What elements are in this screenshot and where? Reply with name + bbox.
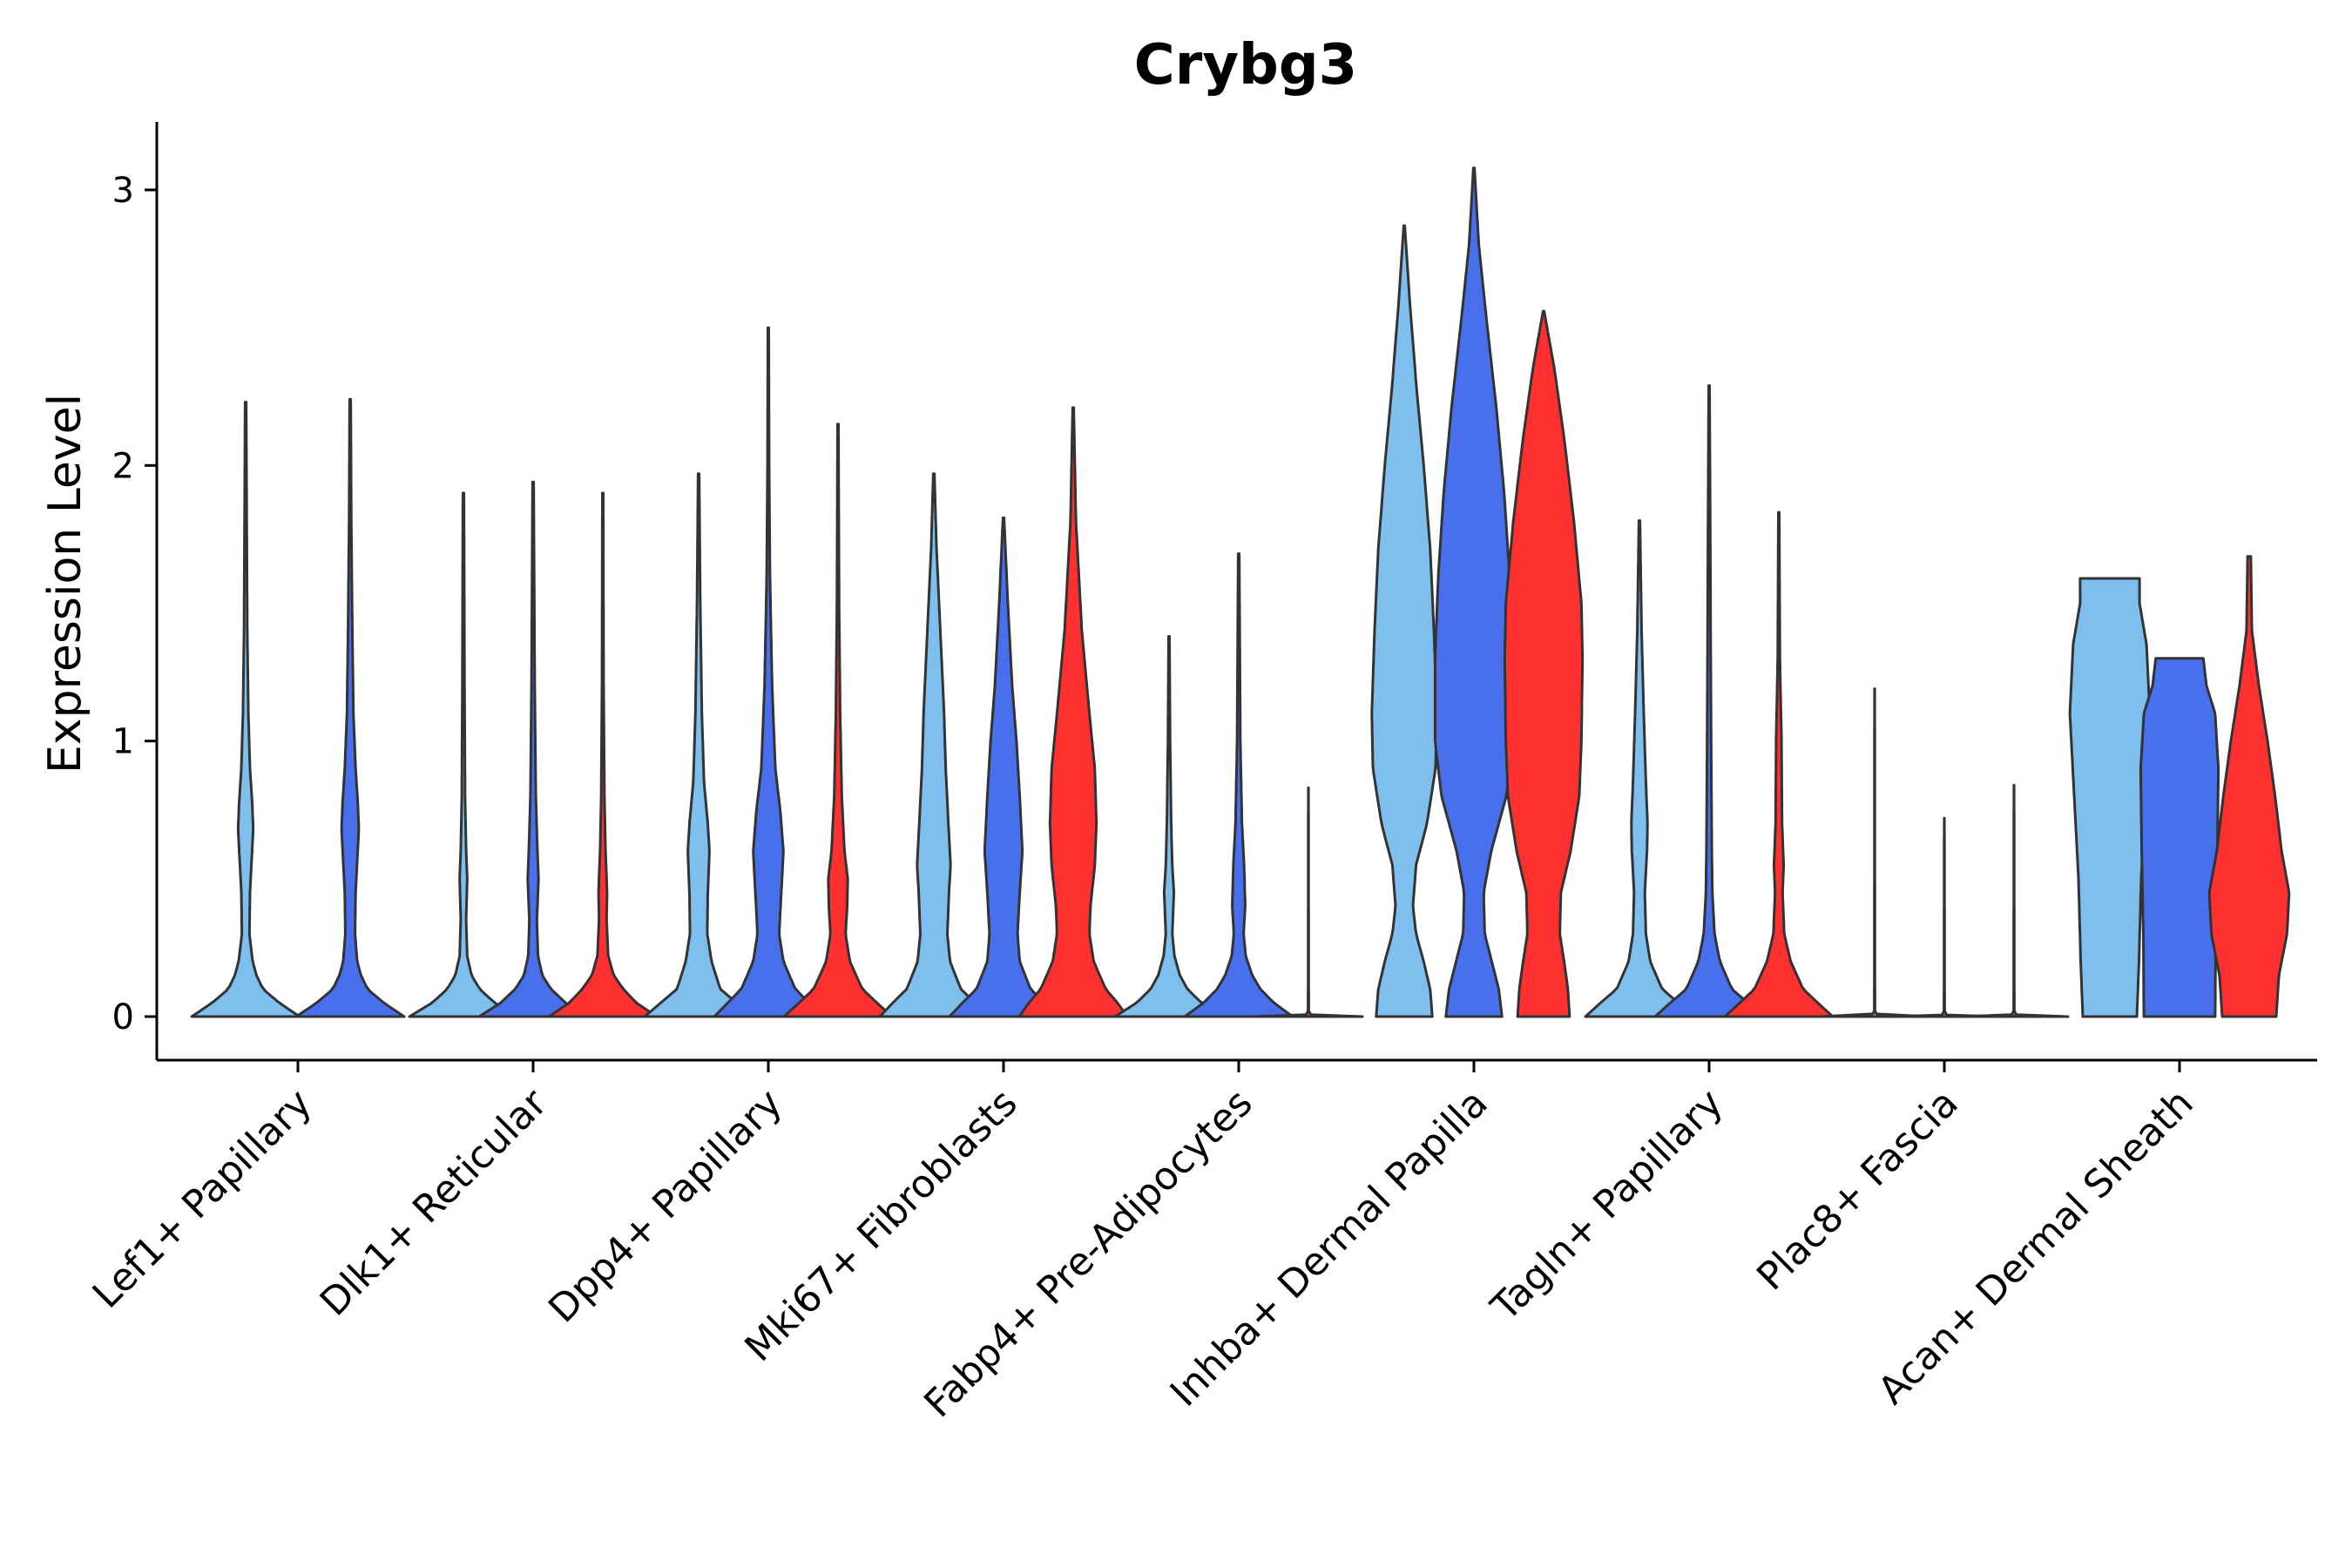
violin-5-group1	[1370, 224, 1438, 1018]
y-tick-label: 0	[112, 997, 134, 1037]
x-tick-label: Dlk1+ Reticular	[312, 1080, 557, 1325]
violin-4-group3	[1253, 786, 1364, 1018]
y-tick-label: 1	[112, 722, 134, 762]
violin-3-group3	[1017, 406, 1129, 1018]
y-axis-title: Expression Level	[39, 394, 91, 774]
violin-0-group1	[190, 401, 301, 1018]
violin-3-group2	[948, 516, 1059, 1018]
violin-4-group1	[1113, 635, 1225, 1018]
violin-6-group3	[1723, 510, 1835, 1018]
y-ticks: 0 1 2 3	[112, 171, 157, 1037]
violin-1-group3	[547, 491, 659, 1018]
violin-1-group2	[477, 480, 589, 1018]
violin-2-group3	[782, 422, 894, 1018]
violin-8-group3	[2207, 555, 2291, 1018]
violin-1-group1	[408, 491, 519, 1018]
violin-6-group2	[1653, 384, 1765, 1018]
y-tick-label: 3	[112, 171, 134, 211]
violin-5-group3	[1503, 309, 1585, 1018]
x-tick-label: Dpp4+ Papillary	[540, 1081, 791, 1332]
violin-3-group1	[878, 472, 990, 1018]
violin-8-group2	[2139, 657, 2220, 1018]
violin-7-group1	[1819, 687, 1930, 1018]
violin-6-group1	[1584, 519, 1695, 1018]
violin-7-group3	[1958, 783, 2070, 1018]
violin-5-group2	[1433, 166, 1515, 1018]
violin-2-group2	[713, 326, 824, 1018]
violin-4-group2	[1183, 552, 1294, 1018]
y-tick-label: 2	[112, 446, 134, 486]
x-tick-label: Plac8+ Fascia	[1748, 1081, 1967, 1300]
x-tick-label: Tagln+ Papillary	[1483, 1081, 1732, 1330]
violin-0-group2	[294, 397, 406, 1018]
x-tick-label: Lef1+ Papillary	[84, 1081, 321, 1317]
violin-7-group2	[1889, 816, 2000, 1018]
chart-title: Crybg3	[1133, 33, 1358, 98]
violin-2-group1	[643, 472, 754, 1018]
violin-8-group1	[2068, 577, 2152, 1018]
violins-layer	[190, 166, 2291, 1018]
